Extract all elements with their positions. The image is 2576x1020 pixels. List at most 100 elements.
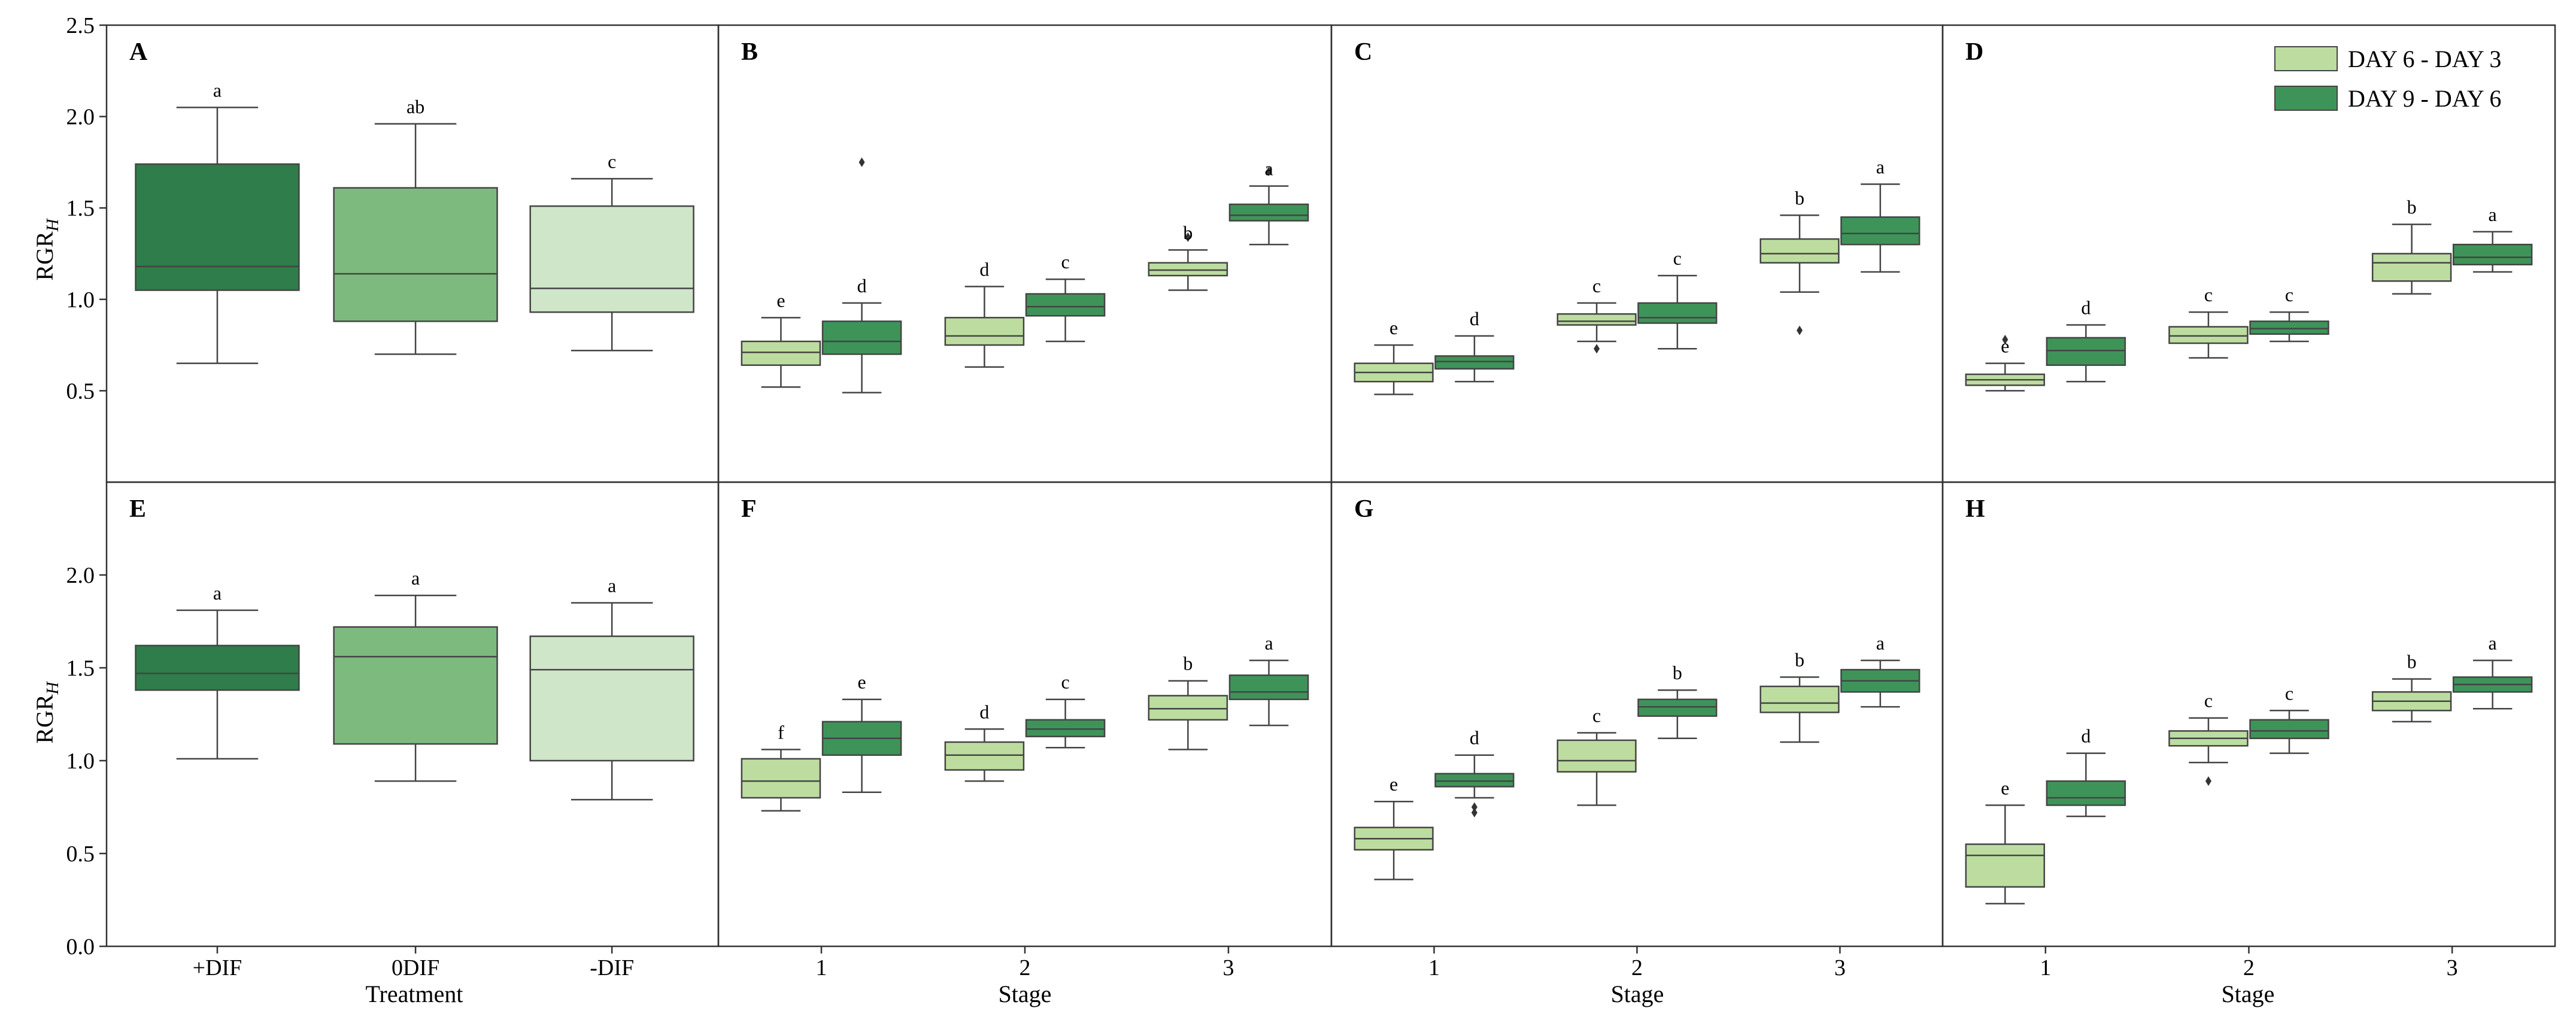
significance-letter: e — [2001, 335, 2009, 357]
box-iqr — [135, 644, 300, 691]
outlier-point — [858, 157, 865, 167]
box-stage-1-series-0: e — [1965, 334, 2046, 392]
legend-label-day9-day6: DAY 9 - DAY 6 — [2348, 85, 2501, 112]
box-iqr — [944, 317, 1025, 346]
y-axis-title-bottom: RGRH — [31, 680, 62, 743]
box-stage-2-series-1: c — [2249, 682, 2329, 754]
panel-label: D — [1965, 38, 1983, 66]
significance-letter: b — [1673, 662, 1682, 683]
box-stage-1-series-0: e — [1354, 773, 1434, 880]
y-tick-label: 1.0 — [66, 749, 95, 774]
panel-h: He d c c b a 1 2 3 — [1965, 495, 2533, 980]
outlier-point — [1471, 807, 1477, 818]
significance-letter: a — [1876, 632, 1885, 654]
significance-letter: b — [1183, 653, 1193, 674]
significance-letter: e — [1389, 317, 1398, 338]
box-iqr — [1637, 302, 1718, 324]
significance-letter: e — [776, 289, 785, 311]
box-stage-2-series-0: d — [944, 258, 1025, 368]
panel-b: Be d d c b a — [741, 38, 1309, 394]
box-stage-3-series-1: a — [2452, 632, 2533, 710]
significance-letter: c — [2285, 284, 2293, 305]
significance-letter: b — [2407, 196, 2417, 218]
box-iqr — [1228, 203, 1309, 222]
box-stage-1-series-0: e — [1965, 777, 2046, 904]
box-iqr — [529, 635, 694, 762]
box-iqr — [741, 758, 821, 799]
outlier-point — [1471, 802, 1477, 812]
significance-letter: c — [1592, 275, 1601, 296]
x-tick-label: -DIF — [590, 955, 634, 980]
box-stage-3-series-0: b — [1759, 187, 1840, 335]
box-+DIF: a — [135, 582, 300, 760]
panel-label: E — [129, 495, 146, 523]
x-axis-title-stage-f: Stage — [999, 980, 1052, 1007]
significance-letter: d — [2081, 297, 2090, 319]
outlier-point — [2205, 776, 2211, 786]
x-tick-label: 1 — [2040, 955, 2051, 980]
box-stage-1-series-1: d — [2046, 725, 2126, 818]
box-iqr — [1025, 293, 1106, 317]
y-tick-label: 0.5 — [66, 842, 95, 867]
box-iqr — [2168, 326, 2249, 344]
box-iqr — [333, 187, 498, 322]
significance-letter: c — [2204, 690, 2213, 712]
x-tick-label: 0DIF — [392, 955, 439, 980]
significance-letter: d — [2081, 725, 2090, 747]
box-iqr — [1148, 695, 1228, 721]
legend-label-day6-day3: DAY 6 - DAY 3 — [2348, 46, 2501, 72]
significance-letter: b — [1795, 649, 1804, 671]
panel-label: F — [741, 495, 757, 523]
panel-label: B — [741, 38, 758, 66]
panel-label: A — [129, 38, 148, 66]
panel-a: Aa ab c — [129, 38, 694, 364]
significance-letter: ab — [406, 96, 424, 117]
x-tick-label: 1 — [1428, 955, 1440, 980]
significance-letter: d — [979, 701, 989, 722]
box-iqr — [1965, 843, 2046, 888]
legend-swatch-day9-day6 — [2274, 86, 2338, 111]
box-iqr — [1434, 355, 1515, 370]
x-axis-title-treatment: Treatment — [366, 980, 463, 1007]
panel-g: Ge d c b b a 1 2 3 — [1354, 495, 1920, 980]
panel-d: De d c c b a — [1965, 38, 2533, 392]
y-tick-label: 1.5 — [66, 196, 95, 221]
y-axis-title-sub: H — [43, 217, 62, 232]
significance-letter: f — [778, 721, 784, 743]
box-iqr — [2046, 337, 2126, 366]
x-axis-title-stage-g: Stage — [1611, 980, 1664, 1007]
significance-letter: c — [1592, 705, 1601, 727]
box-iqr — [1434, 773, 1515, 788]
box-iqr — [1025, 719, 1106, 737]
panel-c: Ce d c c b a — [1354, 38, 1920, 395]
outlier-point — [2002, 334, 2008, 344]
box-stage-3-series-1: a — [2452, 204, 2533, 273]
y-tick-label: 1.5 — [66, 656, 95, 681]
box-stage-1-series-1: e — [821, 671, 902, 793]
outlier-point — [1185, 232, 1191, 243]
significance-letter: e — [1389, 773, 1398, 795]
significance-letter: b — [2407, 651, 2417, 673]
x-tick-label: 3 — [2447, 955, 2458, 980]
box-stage-1-series-1: d — [1434, 308, 1515, 383]
significance-letter: c — [1061, 251, 1069, 273]
significance-letter: a — [608, 575, 616, 597]
panel-e: Ea a a +DIF 0DIF -DIF — [129, 495, 694, 980]
box-iqr — [741, 340, 821, 366]
box-iqr — [1637, 698, 1718, 717]
box-stage-2-series-0: c — [1556, 275, 1637, 354]
box-iqr — [1148, 262, 1228, 277]
box-stage-2-series-0: d — [944, 701, 1025, 782]
x-tick-label: 2 — [2243, 955, 2255, 980]
significance-letter: d — [857, 275, 867, 296]
x-axis-title-stage-h: Stage — [2222, 980, 2275, 1007]
box-iqr — [1556, 739, 1637, 773]
y-tick-label: 2.0 — [66, 105, 95, 130]
significance-letter: a — [1264, 632, 1273, 654]
box-0DIF: a — [333, 567, 498, 782]
significance-letter: a — [1876, 156, 1885, 178]
box-stage-1-series-1: d — [821, 157, 902, 394]
x-tick-label: 3 — [1834, 955, 1846, 980]
